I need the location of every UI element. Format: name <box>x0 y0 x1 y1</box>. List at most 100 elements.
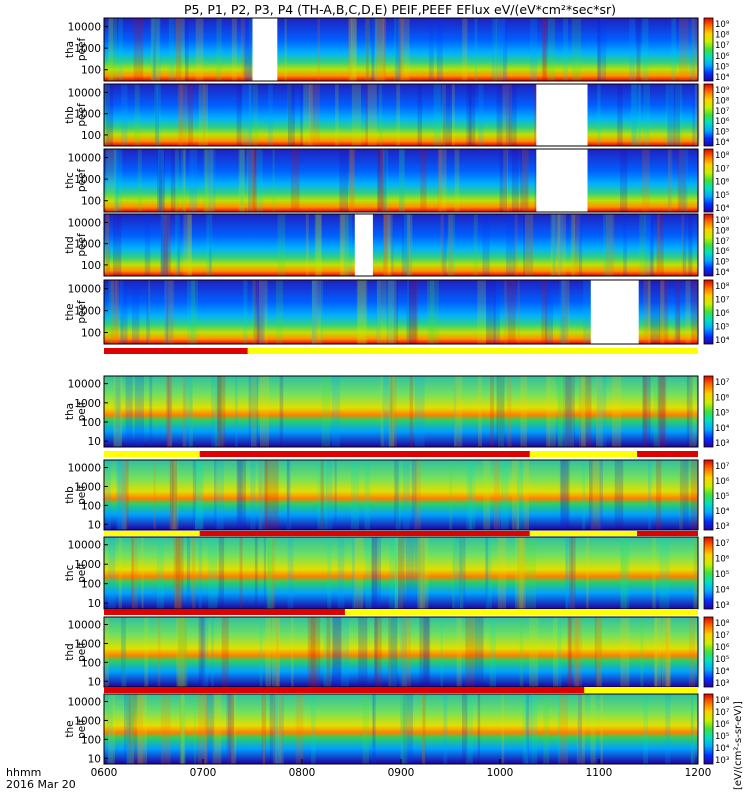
spectrogram-streak <box>251 149 256 212</box>
spectrogram-streak <box>400 694 405 764</box>
spectrogram-streak <box>157 149 164 212</box>
spectrogram-streak <box>542 18 548 81</box>
spectrogram-streak <box>557 214 566 276</box>
panel-label-product: peif <box>76 642 88 662</box>
data-gap <box>252 18 278 81</box>
spectrogram-streak <box>483 460 491 530</box>
x-tick-label: 0900 <box>388 767 415 779</box>
spectrogram-streak <box>375 18 384 81</box>
spectrogram-streak <box>236 460 246 530</box>
spectrogram-streak <box>380 376 384 447</box>
spectrogram-streak <box>188 84 194 146</box>
spectrogram-streak <box>150 18 160 81</box>
y-tick-label: 10 <box>88 598 101 610</box>
spectrogram-streak <box>108 18 114 81</box>
spectrogram-streak <box>248 376 259 447</box>
spectrogram-streak <box>394 537 398 609</box>
data-gap <box>536 149 588 212</box>
spectrogram-streak <box>356 280 366 344</box>
colorbar <box>703 83 714 147</box>
spectrogram-streak <box>106 84 114 146</box>
panel-label-product: peif <box>76 401 88 421</box>
spectrogram-streak <box>557 214 563 276</box>
colorbar <box>703 213 714 277</box>
spectrogram-streak <box>429 280 439 344</box>
mode-bar-background <box>104 348 698 354</box>
spectrogram-streak <box>679 18 689 81</box>
spectrogram-streak <box>183 376 193 447</box>
spectrogram-streak <box>231 694 237 764</box>
spectrogram-streak <box>382 376 392 447</box>
spectrogram-streak <box>253 280 261 344</box>
y-tick-label: 100 <box>81 500 101 512</box>
spectrogram-streak <box>372 537 378 609</box>
spectrogram-streak <box>650 280 660 344</box>
spectrogram-streak <box>144 617 149 687</box>
colorbar-tick-label: 10⁷ <box>715 462 730 472</box>
spectrogram-streak <box>654 617 658 687</box>
spectrogram-streak <box>550 214 560 276</box>
spectrogram-streak <box>689 18 696 81</box>
spectrogram-streak <box>257 280 265 344</box>
spectrogram-streak <box>579 214 583 276</box>
colorbar-tick-label: 10³ <box>715 601 729 611</box>
spectrogram-streak <box>228 694 235 764</box>
spectrogram-streak <box>456 617 462 687</box>
y-tick-label: 100 <box>81 657 101 669</box>
spectrogram-streak <box>643 84 650 146</box>
spectrogram-streak <box>320 280 324 344</box>
spectrogram-streak <box>121 84 128 146</box>
spectrogram-streak <box>272 149 275 212</box>
spectrogram-streak <box>496 18 506 81</box>
y-tick-label: 10000 <box>68 697 101 709</box>
spectrogram-streak <box>335 84 339 146</box>
spectrogram-streak <box>175 214 180 276</box>
spectrogram-thb-peif <box>104 460 698 530</box>
spectrogram-streak <box>134 84 140 146</box>
y-tick-label: 10000 <box>68 284 101 296</box>
colorbar-tick-label: 10⁵ <box>715 570 729 580</box>
mode-bar-segment <box>637 531 698 536</box>
spectrogram-streak <box>239 537 243 609</box>
spectrogram-streak <box>638 84 642 146</box>
y-tick-label: 10000 <box>68 153 101 165</box>
y-tick-label: 10000 <box>68 217 101 229</box>
spectrogram-streak <box>420 149 427 212</box>
spectrogram-streak <box>191 537 196 609</box>
spectrogram-streak <box>522 149 529 212</box>
colorbar-tick-label: 10⁵ <box>715 323 729 333</box>
colorbar-tick-label: 10⁸ <box>715 696 730 706</box>
spectrogram-streak <box>617 84 623 146</box>
spectrogram-streak <box>402 460 410 530</box>
spectrogram-streak <box>394 18 397 81</box>
spectrogram-streak <box>287 84 292 146</box>
spectrogram-streak <box>454 376 463 447</box>
spectrogram-streak <box>198 537 202 609</box>
colorbar-tick-label: 10⁷ <box>715 631 730 641</box>
spectrogram-streak <box>158 149 164 212</box>
spectrogram-streak <box>377 149 387 212</box>
spectrogram-streak <box>362 694 369 764</box>
x-tick-label: 0800 <box>289 767 316 779</box>
y-tick-label: 100 <box>81 417 101 429</box>
spectrogram-streak <box>420 537 429 609</box>
spectrogram-streak <box>168 376 172 447</box>
spectrogram-streak <box>187 280 195 344</box>
spectrogram-streak <box>157 617 161 687</box>
spectrogram-streak <box>134 376 144 447</box>
spectrogram-streak <box>466 460 476 530</box>
spectrogram-streak <box>653 376 660 447</box>
spectrogram-streak <box>108 280 114 344</box>
spectrogram-streak <box>121 460 128 530</box>
spectrogram-streak <box>529 18 537 81</box>
spectrogram-streak <box>498 376 504 447</box>
spectrogram-streak <box>414 537 422 609</box>
spectrogram-streak <box>365 537 372 609</box>
spectrogram-streak <box>120 280 128 344</box>
spectrogram-streak <box>340 617 349 687</box>
spectrogram-streak <box>160 214 169 276</box>
spectrogram-streak <box>323 617 332 687</box>
spectrogram-streak <box>343 214 353 276</box>
time-axis-label: hhmm <box>6 766 41 779</box>
